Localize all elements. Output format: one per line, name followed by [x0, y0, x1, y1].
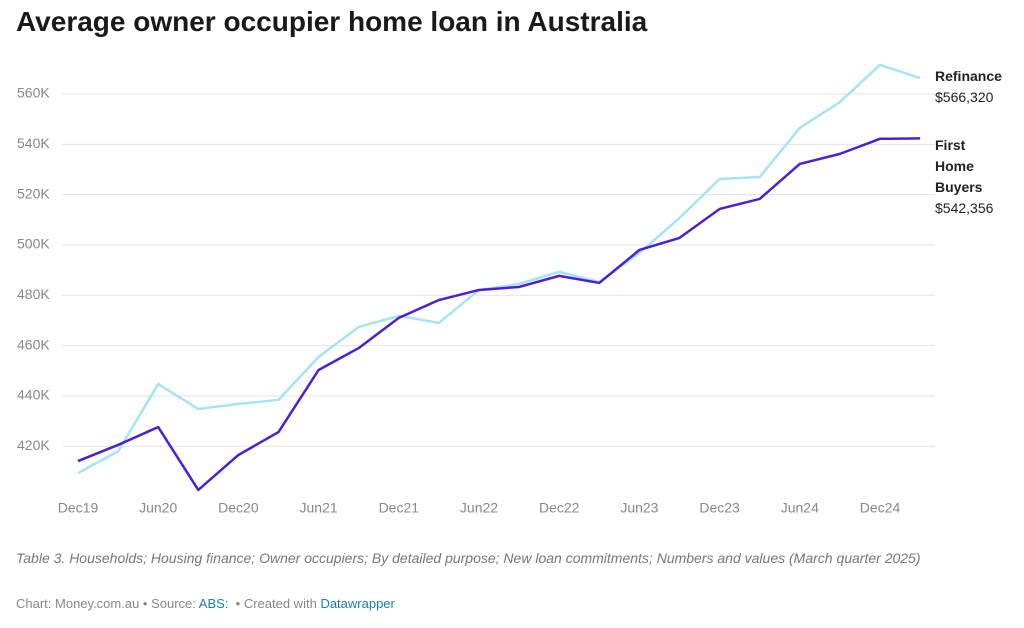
chart: 420K 440K 460K 480K 500K 520K 540K 560K Dec19 Jun… [17, 63, 935, 516]
line [77, 137, 921, 492]
tool-link[interactable]: Datawrapper [320, 596, 395, 611]
footer-text: • Created with [235, 596, 317, 611]
footer: Chart: Money.com.au • Source: ABS: • Cre… [16, 596, 395, 611]
x-tick-label: Dec23 [699, 500, 740, 516]
x-tick-label: Jun23 [620, 500, 658, 516]
y-tick-label: 560K [17, 85, 50, 101]
notes: Table 3. Households; Housing finance; Ow… [16, 550, 921, 566]
y-tick-label: 460K [17, 336, 50, 352]
y-tick-label: 500K [17, 236, 50, 252]
y-tick-label: 540K [17, 135, 50, 151]
source-link[interactable]: ABS: [198, 596, 229, 611]
end-label: Refinance $566,320 [935, 66, 1015, 108]
x-tick-label: Dec19 [58, 500, 99, 516]
value-label: $542,356 [935, 200, 994, 216]
value-label: $566,320 [935, 89, 994, 105]
y-tick-label: 520K [17, 185, 50, 201]
series-name: Refinance [935, 68, 1002, 84]
x-tick-label: Jun24 [781, 500, 819, 516]
series-name: First Home Buyers [935, 137, 983, 195]
y-tick-label: 420K [17, 437, 50, 453]
y-tick-label: 480K [17, 286, 50, 302]
y-tick-label: 440K [17, 387, 50, 403]
x-tick-label: Dec21 [379, 500, 420, 516]
x-tick-label: Jun20 [139, 500, 177, 516]
x-tick-label: Dec20 [218, 500, 259, 516]
x-tick-label: Jun22 [460, 500, 498, 516]
footer-text: Chart: Money.com.au • Source: [16, 596, 196, 611]
x-tick-label: Dec24 [860, 500, 901, 516]
line [77, 63, 921, 475]
x-tick-label: Dec22 [539, 500, 580, 516]
x-tick-label: Jun21 [300, 500, 338, 516]
end-label: First Home Buyers $542,356 [935, 135, 997, 219]
chart-title: Average owner occupier home loan in Aust… [16, 6, 648, 37]
